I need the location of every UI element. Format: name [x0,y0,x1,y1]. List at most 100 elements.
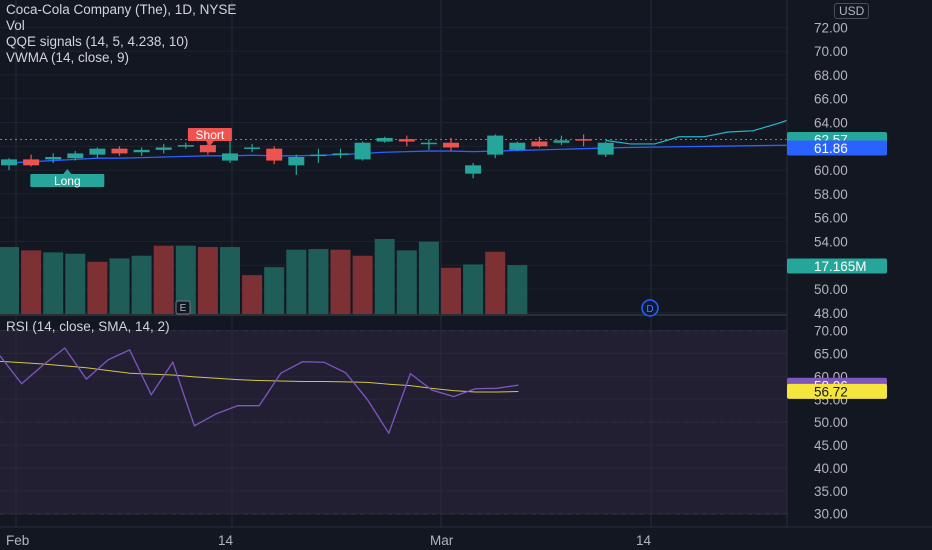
vwma-line[interactable] [8,143,880,164]
vwma-price-label-badge [787,140,887,156]
candle[interactable] [111,148,128,154]
time-tick-label: Feb [6,533,29,548]
candle[interactable] [288,157,305,166]
rsi-tick-label: 65.00 [814,347,848,362]
rsi-ma-value-label-badge [787,383,887,399]
volume-bar[interactable] [507,265,528,314]
price-tick-label: 60.00 [814,163,848,178]
volume-bar[interactable] [463,264,484,314]
candle[interactable] [443,142,459,148]
rsi-ma-line[interactable] [0,360,519,393]
rsi-tick-label: 50.00 [814,415,848,430]
rsi-tick-label: 35.00 [814,484,848,499]
candle[interactable] [420,142,437,145]
short-signal-box[interactable] [187,128,232,141]
price-tick-label: 48.00 [814,306,848,321]
rsi-tick-label: 70.00 [814,324,848,339]
volume-bar[interactable] [87,261,108,314]
candle[interactable] [553,140,570,143]
currency-button[interactable]: USD [834,3,870,19]
long-signal-label[interactable]: Long [54,174,81,188]
candle[interactable] [266,148,283,161]
candle[interactable] [89,148,106,155]
price-tick-label: 58.00 [814,187,848,202]
volume-bar[interactable] [286,249,307,314]
rsi-tick-label: 45.00 [814,438,848,453]
rsi-legend[interactable]: RSI (14, close, SMA, 14, 2) [6,319,170,334]
volume-bar[interactable] [330,249,351,314]
candle[interactable] [199,145,216,153]
vwma-price-label: 61.86 [814,141,848,156]
earnings-marker[interactable] [175,300,191,315]
candle[interactable] [222,153,238,161]
candle[interactable] [465,165,482,174]
candle[interactable] [597,142,614,155]
price-tick-label: 54.00 [814,234,848,249]
rsi-ma-value-label: 56.72 [814,384,848,399]
volume-bar[interactable] [441,267,461,314]
candle[interactable] [575,139,592,141]
price-tick-label: 70.00 [814,44,848,59]
price-tick-label: 64.00 [814,116,848,131]
volume-bar[interactable] [197,247,218,314]
price-tick-label: 68.00 [814,68,848,83]
candle[interactable] [354,142,371,160]
time-tick-label: Mar [430,533,454,548]
long-signal-pointer [63,169,72,174]
short-signal-label[interactable]: Short [196,128,225,142]
symbol-title[interactable]: Coca-Cola Company (The), 1D, NYSE [6,2,237,17]
short-signal-pointer [205,141,214,146]
dividend-marker-label: D [646,304,653,315]
price-tick-label: 66.00 [814,92,848,107]
time-tick-label: 14 [218,533,234,548]
volume-bar[interactable] [308,249,329,314]
vwma-legend[interactable]: VWMA (14, close, 9) [6,50,130,65]
volume-bar[interactable] [109,258,130,314]
volume-bar[interactable] [242,275,263,314]
volume-bar[interactable] [418,241,439,314]
long-signal-box[interactable] [30,174,105,187]
volume-bar[interactable] [264,267,285,314]
candle[interactable] [155,147,172,150]
rsi-tick-label: 30.00 [814,507,848,522]
candle[interactable] [45,157,62,160]
volume-bar[interactable] [21,250,42,314]
candle[interactable] [376,137,393,142]
candle[interactable] [23,159,40,166]
candle[interactable] [332,153,349,155]
candle[interactable] [1,159,17,166]
qqe-legend[interactable]: QQE signals (14, 5, 4.238, 10) [6,34,189,49]
volume-bar[interactable] [374,239,395,314]
rsi-line[interactable] [0,347,519,435]
volume-bar[interactable] [131,255,152,314]
time-tick-label: 14 [636,533,652,548]
volume-legend[interactable]: Vol [6,18,25,33]
price-tick-label: 72.00 [814,20,848,35]
volume-bar[interactable] [175,245,196,314]
volume-bar[interactable] [43,252,64,314]
candle[interactable] [487,135,504,155]
volume-bar[interactable] [153,245,174,314]
volume-bar[interactable] [0,247,19,314]
candle[interactable] [133,149,150,153]
candle[interactable] [310,154,327,157]
volume-bar[interactable] [352,255,373,314]
earnings-marker-label: E [180,303,187,314]
candle[interactable] [244,147,261,149]
volume-bar[interactable] [485,251,506,314]
volume-bar[interactable] [220,247,240,314]
volume-label: 17.165M [814,259,867,274]
volume-label-badge [787,258,887,274]
volume-bar[interactable] [396,250,417,314]
candle[interactable] [398,139,415,142]
volume-bar[interactable] [65,253,86,314]
candle[interactable] [67,153,84,159]
rsi-tick-label: 40.00 [814,461,848,476]
candle[interactable] [509,142,526,150]
candle[interactable] [177,145,194,147]
time-axis [0,527,932,550]
candle[interactable] [531,141,548,147]
dividend-marker[interactable] [641,299,659,317]
price-tick-label: 50.00 [814,282,848,297]
